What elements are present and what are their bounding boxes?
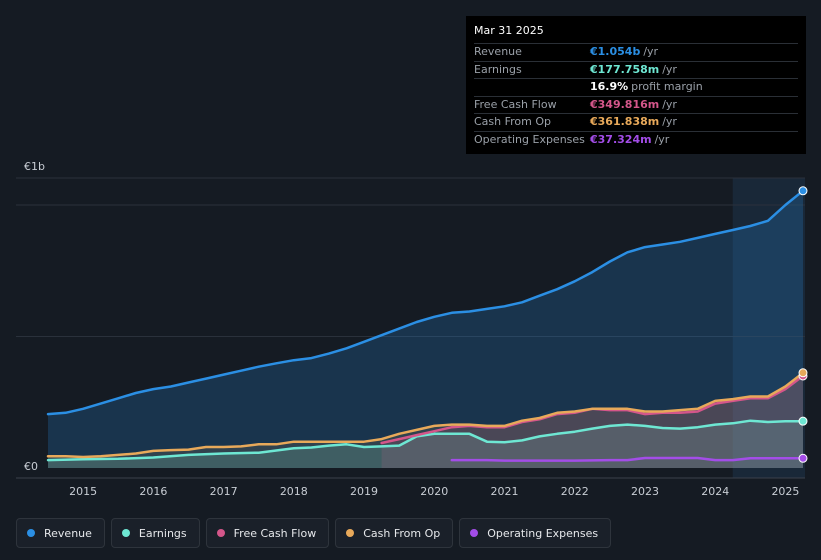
x-tick-label: 2019 [350,485,378,498]
tooltip-value: 16.9% [590,80,629,93]
x-tick-label: 2022 [561,485,589,498]
area-cash-from-op [48,372,803,468]
tooltip-row: Free Cash Flow €349.816m/yr [474,95,798,114]
tooltip-date: Mar 31 2025 [474,24,544,37]
legend-dot-icon [216,529,225,537]
tooltip-unit: /yr [662,115,677,128]
x-tick-label: 2024 [701,485,729,498]
area-free-cash-flow [381,375,803,468]
tooltip-unit: /yr [654,132,670,146]
endpoint-revenue [798,186,808,196]
line-cash-from-op [46,371,805,459]
tooltip-row: Operating Expenses €37.324m/yr [474,130,798,149]
tooltip-row: Earnings €177.758m/yr [474,60,798,79]
x-tick-label: 2017 [210,485,238,498]
legend-item-operating-expenses[interactable]: Operating Expenses [459,518,612,548]
area-layer [48,190,803,469]
legend-dot-icon [27,529,35,537]
legend-dot-icon [346,529,355,537]
tooltip-label: Earnings [474,62,522,76]
tooltip-label: Operating Expenses [474,132,585,146]
y-top-label: €1b [24,160,45,173]
legend-item-revenue[interactable]: Revenue [16,518,105,548]
grid-layer [16,177,805,479]
tooltip-value: €349.816m [590,97,660,111]
line-operating-expenses [450,456,805,462]
tooltip: Mar 31 2025 Revenue €1.054b/yr Earnings €17… [466,16,806,154]
line-revenue [46,189,805,416]
legend-dot-icon [470,529,479,537]
legend-label: Operating Expenses [487,526,599,540]
legend-label: Revenue [44,526,92,540]
tooltip-value: €1.054b [590,45,641,58]
legend-label: Cash From Op [363,526,441,540]
legend-item-cash-from-op[interactable]: Cash From Op [335,518,454,548]
x-tick-label: 2015 [69,485,97,498]
tooltip-row: Cash From Op €361.838m/yr [474,113,798,131]
tooltip-value: €361.838m [590,115,660,128]
tooltip-rows: Revenue €1.054b/yr Earnings €177.758m/yr 16.… [474,43,798,148]
tooltip-label: Revenue [474,45,522,58]
line-layer [46,189,805,462]
legend-item-free-cash-flow[interactable]: Free Cash Flow [205,518,330,548]
tooltip-label: Cash From Op [474,115,552,128]
tooltip-label: Free Cash Flow [474,97,557,111]
tooltip-value: €37.324m [590,132,652,146]
x-axis: 2015 2016 2017 2018 2019 2020 2021 2022 2023 2024… [69,485,799,498]
x-tick-label: 2025 [771,485,799,498]
x-tick-label: 2016 [139,485,167,498]
endpoint-cash-from-op [798,368,808,378]
legend-label: Earnings [138,526,187,540]
area-earnings [48,420,803,468]
legend-dot-icon [121,529,130,537]
dot-layer [798,186,808,463]
legend-item-earnings[interactable]: Earnings [110,518,200,548]
tooltip-unit: /yr [643,45,659,58]
endpoint-earnings [798,416,808,426]
x-tick-label: 2021 [491,485,519,498]
tooltip-row: Revenue €1.054b/yr [474,43,798,61]
tooltip-row: 16.9% profit margin [474,78,798,96]
tooltip-unit: /yr [662,62,677,76]
x-tick-label: 2020 [420,485,448,498]
endpoint-operating-expenses [798,453,808,463]
tooltip-value: €177.758m [590,62,660,76]
tooltip-unit: /yr [662,97,677,111]
tooltip-unit: profit margin [631,80,703,93]
line-earnings [46,419,805,462]
x-tick-label: 2023 [631,485,659,498]
legend-label: Free Cash Flow [233,526,317,540]
tooltip-label [474,79,590,96]
legend: Revenue Earnings Free Cash Flow Cash From O… [16,518,612,548]
x-tick-label: 2018 [280,485,308,498]
y-bottom-label: €0 [24,460,38,473]
